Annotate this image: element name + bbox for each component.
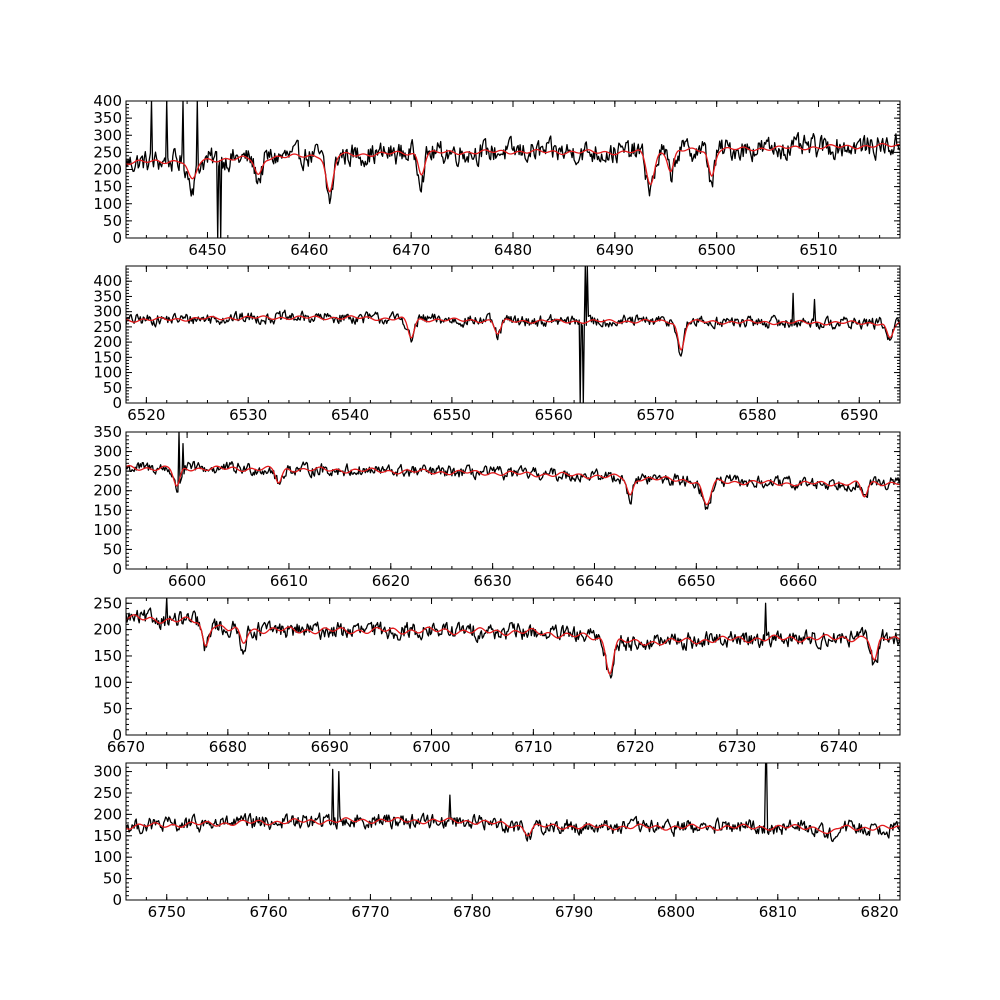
x-tick-label: 6800 (657, 903, 695, 921)
y-tick-label: 200 (93, 333, 122, 351)
x-tick-label: 6450 (188, 241, 226, 259)
x-tick-label: 6720 (616, 738, 654, 756)
y-tick-label: 150 (93, 501, 122, 519)
x-tick-label: 6480 (494, 241, 532, 259)
x-tick-label: 6790 (555, 903, 593, 921)
y-tick-label: 0 (112, 726, 122, 744)
x-tick-label: 6740 (820, 738, 858, 756)
x-tick-label: 6490 (596, 241, 634, 259)
y-tick-label: 100 (93, 673, 122, 691)
y-tick-label: 0 (112, 229, 122, 247)
x-tick-label: 6680 (209, 738, 247, 756)
x-tick-label: 6810 (759, 903, 797, 921)
model-spectrum-line (126, 614, 900, 675)
y-tick-label: 100 (93, 195, 122, 213)
y-tick-label: 300 (93, 443, 122, 461)
y-tick-label: 0 (112, 394, 122, 412)
y-tick-label: 100 (93, 848, 122, 866)
x-tick-label: 6510 (799, 241, 837, 259)
y-tick-label: 350 (93, 109, 122, 127)
y-tick-label: 250 (93, 143, 122, 161)
observed-spectrum-line (126, 598, 900, 679)
y-tick-label: 250 (93, 462, 122, 480)
model-spectrum-line (126, 142, 900, 193)
x-tick-label: 6600 (168, 572, 206, 590)
y-tick-label: 100 (93, 364, 122, 382)
x-tick-label: 6640 (575, 572, 613, 590)
y-tick-label: 150 (93, 827, 122, 845)
x-tick-label: 6660 (779, 572, 817, 590)
x-tick-label: 6520 (127, 406, 165, 424)
y-tick-label: 0 (112, 560, 122, 578)
y-tick-label: 300 (93, 763, 122, 781)
model-spectrum-line (126, 816, 900, 837)
y-tick-label: 50 (103, 870, 122, 888)
x-tick-label: 6540 (331, 406, 369, 424)
y-tick-label: 400 (93, 92, 122, 110)
x-tick-label: 6700 (412, 738, 450, 756)
y-tick-label: 0 (112, 891, 122, 909)
x-tick-label: 6780 (453, 903, 491, 921)
y-tick-label: 200 (93, 621, 122, 639)
y-tick-label: 50 (103, 540, 122, 558)
x-tick-label: 6730 (718, 738, 756, 756)
x-tick-label: 6750 (148, 903, 186, 921)
y-tick-label: 50 (103, 700, 122, 718)
y-tick-label: 100 (93, 521, 122, 539)
x-tick-label: 6500 (698, 241, 736, 259)
x-tick-label: 6530 (229, 406, 267, 424)
y-tick-label: 50 (103, 212, 122, 230)
y-tick-label: 50 (103, 379, 122, 397)
x-tick-label: 6690 (311, 738, 349, 756)
y-tick-label: 200 (93, 161, 122, 179)
y-tick-label: 200 (93, 482, 122, 500)
y-tick-label: 250 (93, 318, 122, 336)
model-spectrum-line (126, 465, 900, 506)
spectrum-panel-4: 6670 6680 6690 6700 6710 6720 6730 6740 0 50 100 15… (93, 594, 901, 756)
x-tick-label: 6590 (840, 406, 878, 424)
x-tick-label: 6620 (372, 572, 410, 590)
y-tick-label: 300 (93, 303, 122, 321)
x-tick-label: 6470 (392, 241, 430, 259)
y-tick-label: 150 (93, 348, 122, 366)
x-tick-label: 6560 (535, 406, 573, 424)
y-tick-label: 150 (93, 647, 122, 665)
spectrum-panel-1: 6450 6460 6470 6480 6490 6500 6510 050100150200… (93, 92, 901, 259)
x-tick-label: 6550 (433, 406, 471, 424)
x-tick-label: 6570 (636, 406, 674, 424)
y-tick-label: 150 (93, 178, 122, 196)
y-tick-label: 350 (93, 287, 122, 305)
x-tick-label: 6610 (270, 572, 308, 590)
spectrum-panel-2: 6520 6530 6540 6550 6560 6570 6580 6590 05010015… (93, 265, 901, 424)
y-tick-label: 300 (93, 126, 122, 144)
x-tick-label: 6710 (514, 738, 552, 756)
y-tick-label: 350 (93, 423, 122, 441)
x-tick-label: 6630 (474, 572, 512, 590)
x-tick-label: 6670 (107, 738, 145, 756)
x-tick-label: 6580 (738, 406, 776, 424)
x-tick-label: 6770 (351, 903, 389, 921)
y-tick-label: 250 (93, 784, 122, 802)
spectrum-panel-5: 6750 6760 6770 6780 6790 6800 6810 6820 0 50 100 15… (93, 762, 901, 921)
x-tick-label: 6760 (249, 903, 287, 921)
y-tick-label: 400 (93, 272, 122, 290)
x-tick-label: 6820 (861, 903, 899, 921)
y-tick-label: 200 (93, 805, 122, 823)
model-spectrum-line (126, 315, 900, 351)
x-tick-label: 6650 (677, 572, 715, 590)
y-tick-label: 250 (93, 594, 122, 612)
x-tick-label: 6460 (290, 241, 328, 259)
